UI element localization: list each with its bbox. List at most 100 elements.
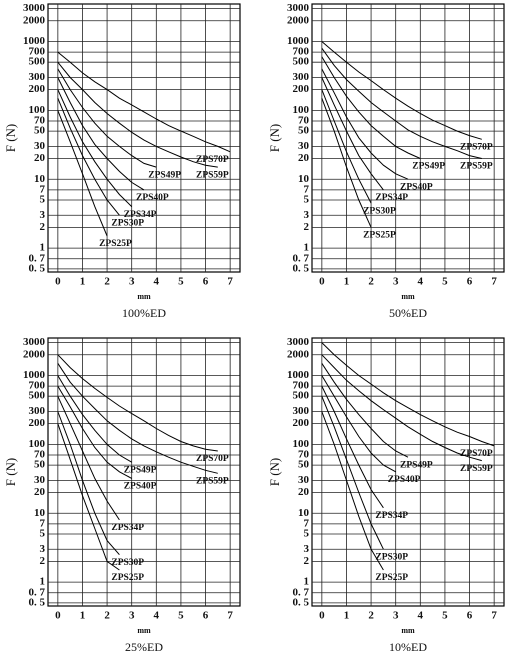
y-tick-label: 700 — [293, 380, 310, 392]
x-tick-label: 2 — [104, 276, 110, 288]
y-tick-label: 7 — [304, 183, 310, 195]
x-axis-label: mm — [401, 626, 415, 635]
y-tick-label: 20 — [34, 486, 46, 498]
series-label: ZPS40P — [136, 193, 169, 203]
y-tick-label: 2000 — [287, 14, 310, 26]
series-label: ZPS40P — [124, 482, 157, 492]
x-tick-label: 3 — [129, 276, 135, 288]
caption: 100%ED — [122, 306, 166, 320]
series-line — [57, 77, 145, 191]
y-tick-label: 10 — [34, 507, 46, 519]
y-tick-label: 3 — [40, 543, 46, 555]
y-tick-label: 100 — [29, 438, 46, 450]
series-line — [57, 51, 231, 153]
series-label: ZPS70P — [196, 454, 229, 464]
y-tick-label: 3000 — [23, 2, 46, 14]
series-line — [321, 41, 482, 140]
series-label: ZPS70P — [460, 142, 493, 152]
y-tick-label: 70 — [298, 449, 310, 461]
series-label: ZPS30P — [111, 218, 144, 228]
y-tick-label: 3000 — [287, 336, 310, 348]
x-tick-label: 3 — [393, 276, 399, 288]
y-tick-label: 2 — [40, 555, 46, 567]
y-tick-label: 300 — [29, 71, 46, 83]
x-tick-label: 0 — [55, 276, 61, 288]
y-tick-label: 10 — [298, 173, 310, 185]
series-line — [321, 68, 409, 180]
caption: 25%ED — [125, 640, 163, 654]
x-axis-label: mm — [401, 292, 415, 301]
series-label: ZPS49P — [148, 170, 181, 180]
x-tick-label: 2 — [368, 610, 374, 622]
y-tick-label: 0. 7 — [293, 586, 310, 598]
x-tick-label: 2 — [104, 610, 110, 622]
y-tick-label: 0. 5 — [293, 262, 310, 274]
series-line — [57, 89, 133, 207]
y-tick-label: 100 — [29, 104, 46, 116]
x-axis-label: mm — [137, 292, 151, 301]
y-tick-label: 20 — [298, 486, 310, 498]
series-line — [57, 68, 157, 168]
y-tick-label: 1000 — [287, 35, 310, 47]
series-line — [321, 89, 372, 204]
y-tick-label: 500 — [29, 390, 46, 402]
y-tick-label: 200 — [29, 83, 46, 95]
plot-frame — [47, 3, 241, 273]
series-label: ZPS30P — [375, 552, 408, 562]
y-tick-label: 30 — [34, 140, 46, 152]
x-tick-label: 1 — [80, 610, 86, 622]
y-tick-label: 3000 — [287, 2, 310, 14]
series-line — [321, 396, 384, 550]
y-tick-label: 1000 — [23, 369, 46, 381]
y-tick-label: 70 — [298, 115, 310, 127]
x-tick-label: 3 — [393, 610, 399, 622]
x-tick-label: 0 — [55, 610, 61, 622]
x-tick-label: 5 — [178, 610, 184, 622]
series-line — [321, 411, 384, 571]
series-line — [57, 423, 120, 571]
y-tick-label: 50 — [34, 125, 46, 137]
y-tick-label: 200 — [293, 83, 310, 95]
y-axis-label: F (N) — [267, 124, 282, 153]
y-tick-label: 700 — [293, 46, 310, 58]
x-tick-label: 4 — [418, 610, 424, 622]
series-label: ZPS59P — [460, 162, 493, 172]
x-tick-label: 6 — [203, 276, 209, 288]
x-axis-label: mm — [137, 626, 151, 635]
y-tick-label: 3 — [304, 543, 310, 555]
y-axis-label: F (N) — [3, 124, 18, 153]
y-tick-label: 0. 5 — [293, 596, 310, 608]
series-label: ZPS59P — [196, 170, 229, 180]
y-tick-label: 700 — [29, 380, 46, 392]
y-tick-label: 700 — [29, 46, 46, 58]
series-label: ZPS25P — [375, 573, 408, 583]
y-tick-label: 10 — [34, 173, 46, 185]
x-tick-label: 5 — [442, 276, 448, 288]
y-tick-label: 200 — [293, 417, 310, 429]
series-line — [57, 98, 120, 216]
y-axis-label: F (N) — [267, 458, 282, 487]
x-tick-label: 1 — [344, 610, 350, 622]
y-tick-label: 3 — [40, 209, 46, 221]
y-tick-label: 300 — [293, 405, 310, 417]
x-tick-label: 2 — [368, 276, 374, 288]
x-tick-label: 0 — [319, 276, 325, 288]
x-tick-label: 7 — [227, 610, 233, 622]
series-line — [321, 77, 384, 191]
y-tick-label: 7 — [304, 517, 310, 529]
x-tick-label: 1 — [344, 276, 350, 288]
series-label: ZPS70P — [196, 155, 229, 165]
series-line — [321, 354, 482, 462]
y-tick-label: 30 — [298, 474, 310, 486]
series-line — [57, 411, 120, 556]
y-tick-label: 1 — [40, 242, 46, 254]
y-tick-label: 1 — [304, 576, 310, 588]
plot-frame — [311, 337, 505, 607]
series-label: ZPS25P — [111, 573, 144, 583]
series-label: ZPS25P — [99, 239, 132, 249]
x-tick-label: 4 — [418, 276, 424, 288]
series-label: ZPS34P — [111, 523, 144, 533]
y-tick-label: 7 — [40, 517, 46, 529]
y-tick-label: 300 — [29, 405, 46, 417]
x-tick-label: 7 — [227, 276, 233, 288]
